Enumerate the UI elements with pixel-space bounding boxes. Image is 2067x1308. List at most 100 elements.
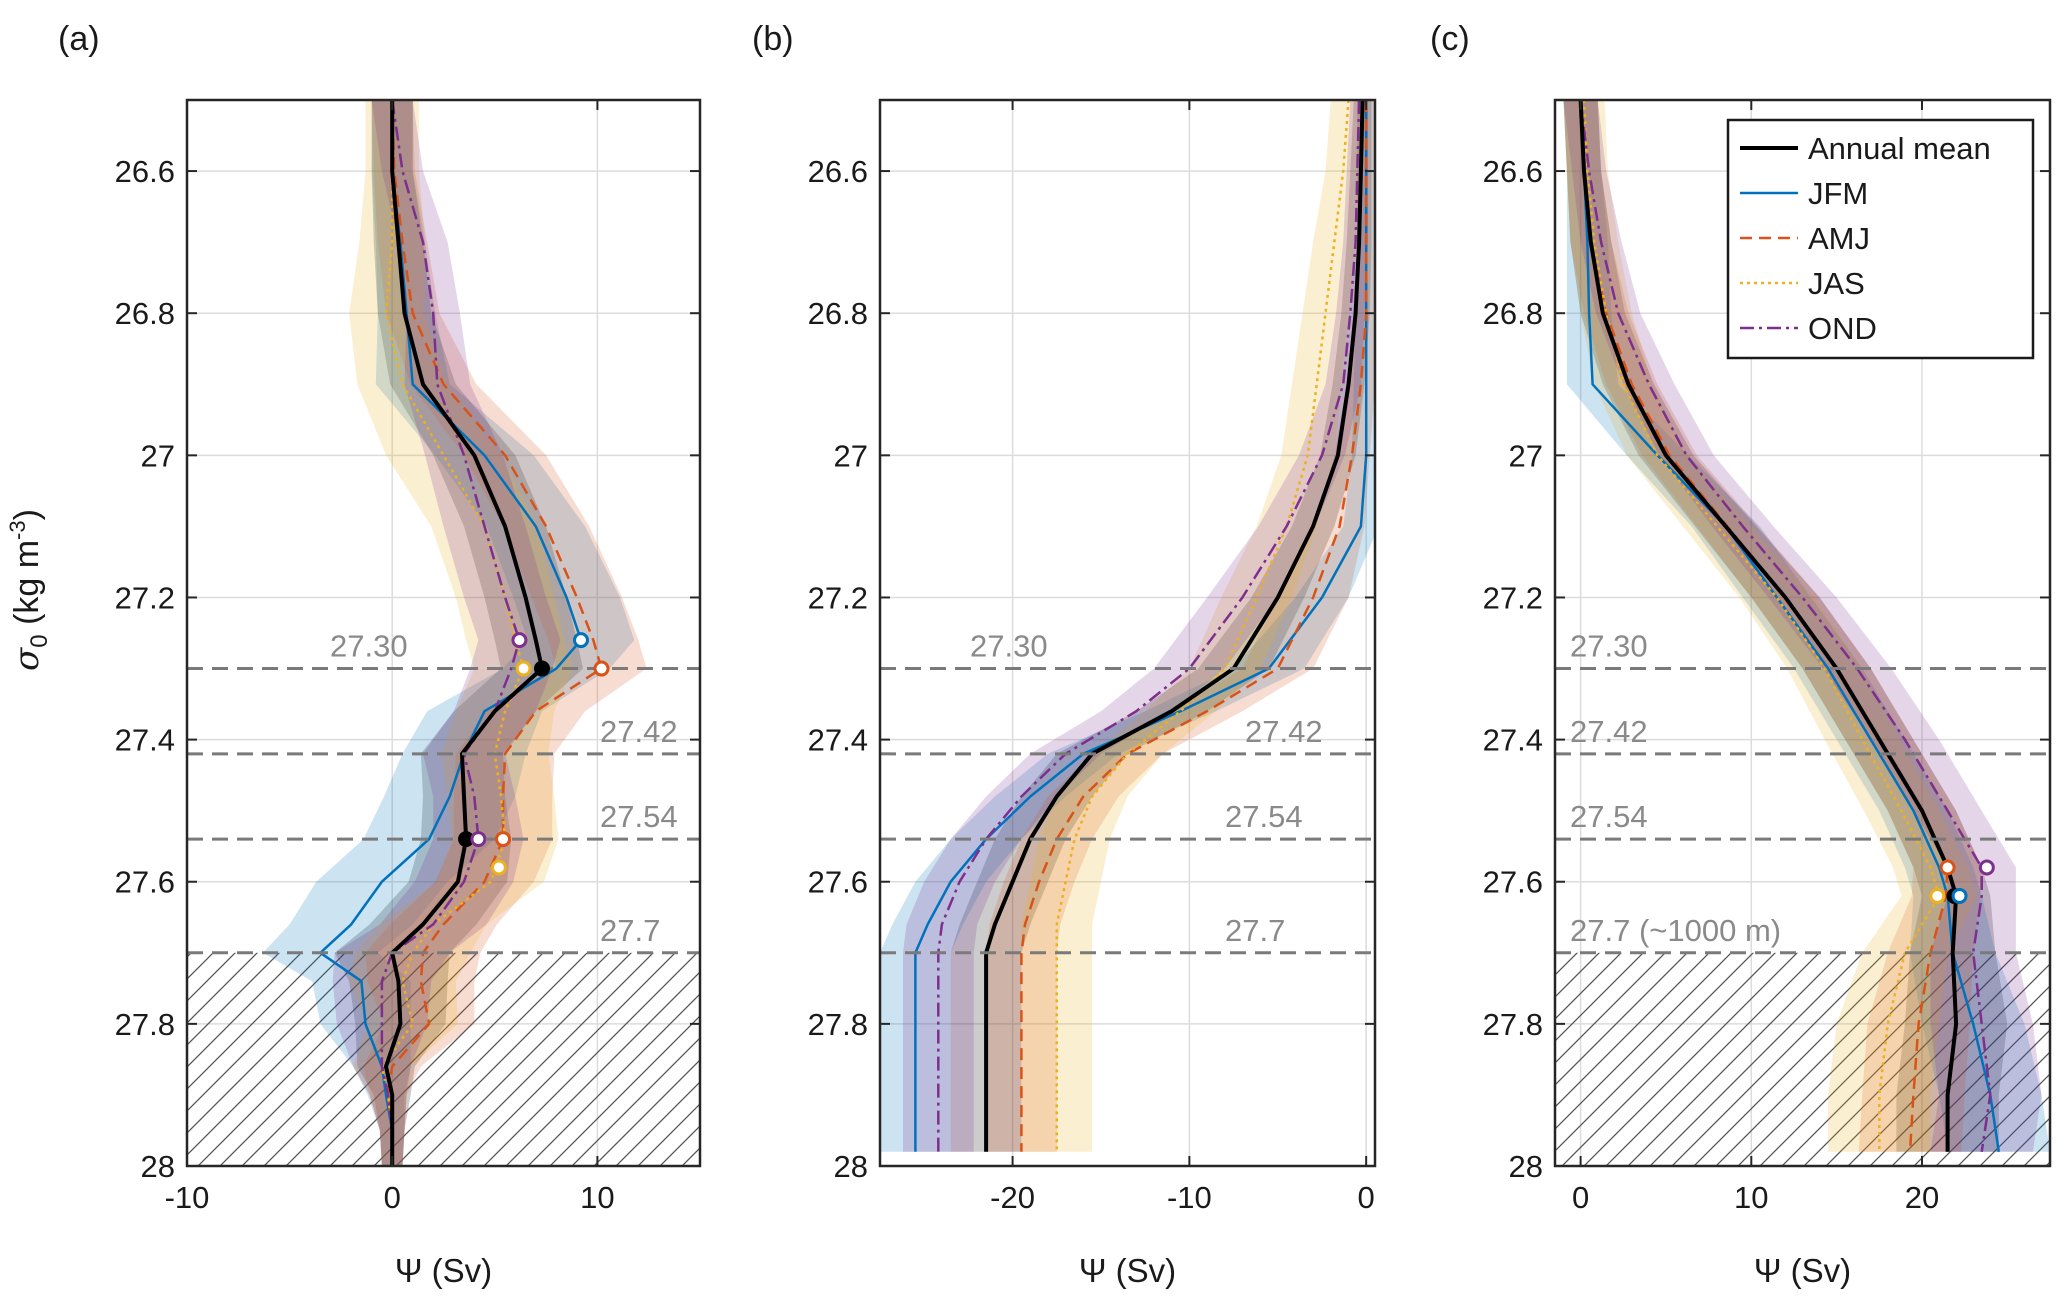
y-tick-label: 26.8 [115, 296, 175, 331]
y-axis-label: σ0 (kg m-3) [5, 509, 53, 671]
marker-jas [515, 660, 532, 677]
hatched-region [187, 952, 700, 1166]
marker-annual [533, 660, 550, 677]
legend-label-annual: Annual mean [1808, 131, 1991, 166]
x-tick-label: -20 [990, 1180, 1035, 1215]
y-tick-label: 27.2 [1483, 580, 1543, 615]
panel-1: 27.30 27.42 27.54 27.7 26.6 26.8 27 27.2 27.4 27.… [58, 20, 702, 1289]
marker-amj [495, 831, 512, 848]
band-annual [334, 100, 583, 1166]
band-annual [1563, 100, 2008, 1152]
ref-line-label: 27.42 [1245, 714, 1323, 749]
ref-line-label: 27.30 [1570, 629, 1648, 664]
y-tick-label: 27.2 [115, 580, 175, 615]
ref-line-label: 27.42 [1570, 714, 1648, 749]
marker-ond [470, 831, 487, 848]
x-tick-label: -10 [1167, 1180, 1212, 1215]
y-tick-label: 27.8 [1483, 1007, 1543, 1042]
band-jfm [880, 100, 1375, 1152]
y-tick-label: 27.4 [808, 723, 868, 758]
marker-jfm [572, 632, 589, 649]
ref-line-label: 27.7 [1225, 913, 1285, 948]
ref-line-label: 27.54 [1570, 799, 1648, 834]
ref-line-label: 27.30 [970, 629, 1048, 664]
band-annual [950, 100, 1372, 1152]
marker-ond [511, 632, 528, 649]
ref-line-label: 27.7 (~1000 m) [1570, 913, 1781, 948]
band-ond [903, 100, 1368, 1152]
ref-line-label: 27.30 [330, 629, 408, 664]
ref-line-label: 27.54 [600, 799, 678, 834]
y-tick-label: 26.6 [1483, 154, 1543, 189]
marker-jas [1929, 887, 1946, 904]
axis-frame [185, 98, 702, 1168]
series-line-jas [1582, 100, 1941, 1152]
band-amj [1563, 100, 1982, 1152]
panel-label: (a) [58, 20, 100, 58]
panel-label: (c) [1430, 20, 1470, 58]
x-axis-label: Ψ (Sv) [395, 1252, 492, 1289]
y-tick-label: 27 [834, 438, 868, 473]
marker-ond [1978, 859, 1995, 876]
y-tick-label: 28 [141, 1149, 175, 1184]
y-axis-label-close: ) [8, 509, 46, 520]
legend-label-ond: OND [1808, 311, 1877, 346]
legend: Annual mean JFM AMJ JAS OND [1726, 118, 2035, 360]
x-tick-label: 0 [1572, 1180, 1589, 1215]
legend-label-amj: AMJ [1808, 221, 1870, 256]
series-line-ond [1579, 100, 1992, 1152]
ref-line-label: 27.42 [600, 714, 678, 749]
marker-jas [490, 859, 507, 876]
band-amj [363, 100, 647, 1166]
y-axis-label-superscript: -3 [5, 520, 30, 540]
band-jas [349, 100, 573, 1166]
ref-line-label: 27.54 [1225, 799, 1303, 834]
axis-frame [1553, 98, 2052, 1168]
y-tick-label: 27.6 [808, 865, 868, 900]
y-tick-label: 27.8 [808, 1007, 868, 1042]
y-tick-label: 27.4 [115, 723, 175, 758]
x-tick-label: 10 [580, 1180, 614, 1215]
marker-jfm [1951, 887, 1968, 904]
y-tick-label: 26.6 [115, 154, 175, 189]
panel-2: 27.30 27.42 27.54 27.7 26.6 26.8 27 27.2 27.4 27.… [752, 20, 1377, 1289]
series-line-amj [386, 100, 603, 1166]
band-jas [1021, 100, 1367, 1152]
y-axis-label-symbol: σ [7, 647, 47, 671]
x-tick-label: 0 [1358, 1180, 1375, 1215]
axis-frame [878, 98, 1377, 1168]
x-tick-label: 10 [1734, 1180, 1768, 1215]
y-axis-label-unit: (kg m [8, 540, 46, 634]
y-tick-label: 27.8 [115, 1007, 175, 1042]
series-line-jfm [1579, 100, 2001, 1152]
band-jfm [262, 100, 635, 1166]
y-tick-label: 26.8 [808, 296, 868, 331]
x-axis-label: Ψ (Sv) [1754, 1252, 1851, 1289]
ref-line-label: 27.7 [600, 913, 660, 948]
y-tick-label: 27.6 [1483, 865, 1543, 900]
y-tick-label: 27.6 [115, 865, 175, 900]
x-axis-label: Ψ (Sv) [1079, 1252, 1176, 1289]
legend-label-jfm: JFM [1808, 176, 1868, 211]
y-tick-label: 27.2 [808, 580, 868, 615]
x-tick-label: -10 [165, 1180, 210, 1215]
band-ond [1563, 100, 2042, 1152]
y-tick-label: 27 [1509, 438, 1543, 473]
panel-label: (b) [752, 20, 794, 58]
x-tick-label: 20 [1905, 1180, 1939, 1215]
panels: 27.3027.4227.5427.726.626.82727.227.427.… [58, 20, 2052, 1289]
band-amj [986, 100, 1375, 1152]
x-tick-label: 0 [384, 1180, 401, 1215]
hatched-region [1555, 952, 2050, 1166]
y-axis-label-subscript: 0 [26, 634, 53, 647]
plot-area [880, 100, 1375, 1152]
band-jas [1563, 100, 1977, 1152]
y-tick-label: 26.8 [1483, 296, 1543, 331]
panel-3: 27.30 27.42 27.54 27.7 (~1000 m) 26.6 26.8 27 2… [1430, 20, 2052, 1289]
legend-label-jas: JAS [1808, 266, 1865, 301]
plot-area [262, 100, 647, 1166]
y-tick-label: 27.4 [1483, 723, 1543, 758]
y-tick-label: 27 [141, 438, 175, 473]
